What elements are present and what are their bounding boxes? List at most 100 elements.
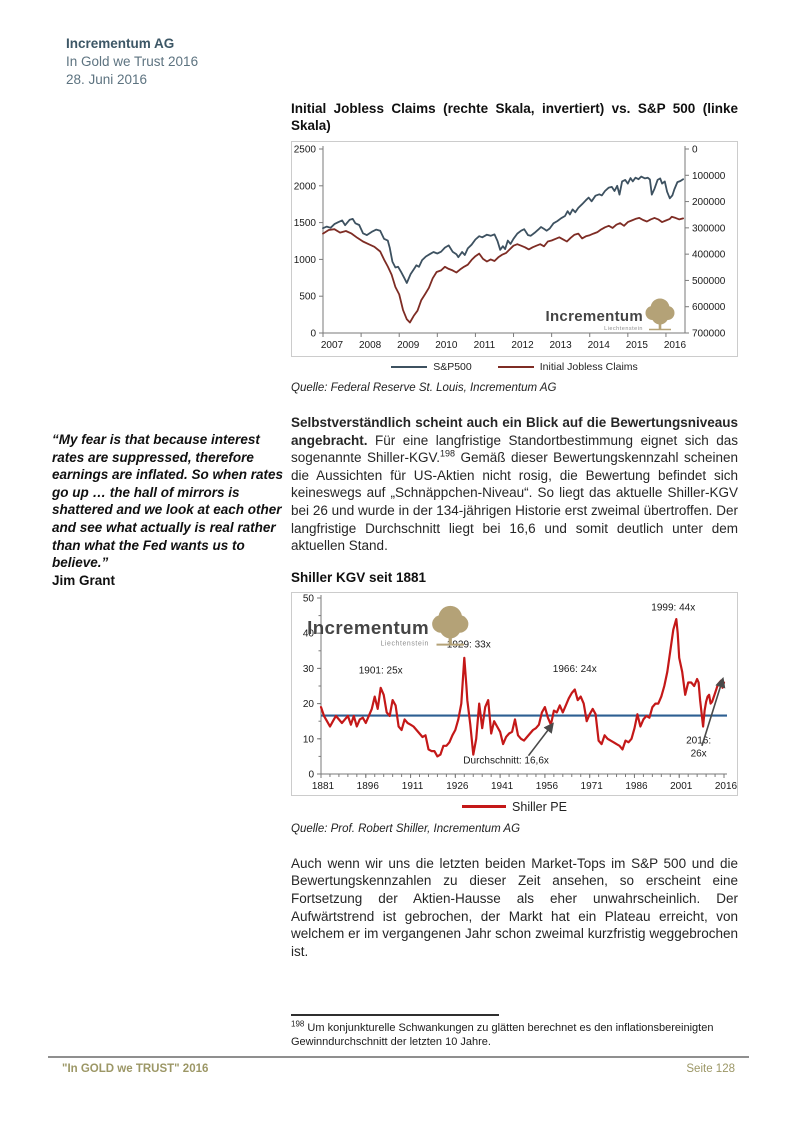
svg-text:1896: 1896 [357, 781, 380, 792]
page-header: Incrementum AG In Gold we Trust 2016 28.… [66, 35, 198, 89]
legend-item: S&P500 [391, 361, 472, 373]
svg-text:30: 30 [303, 664, 315, 675]
svg-text:1911: 1911 [402, 781, 424, 792]
svg-text:1500: 1500 [294, 218, 317, 229]
svg-text:700000: 700000 [692, 329, 726, 340]
annotation-arrow [701, 676, 726, 746]
svg-text:2012: 2012 [511, 340, 534, 351]
chart-annotation: 26x [691, 748, 707, 759]
chart-annotation: Durchschnitt: 16,6x [463, 755, 549, 766]
svg-text:100000: 100000 [692, 171, 726, 182]
svg-text:Liechtenstein: Liechtenstein [380, 640, 429, 647]
svg-text:1881: 1881 [312, 781, 335, 792]
svg-text:0: 0 [310, 329, 316, 340]
footer-report-name: "In GOLD we TRUST" 2016 [62, 1063, 209, 1075]
svg-text:2015: 2015 [626, 340, 649, 351]
jobless-claims-chart: 0 500 1000 1500 2000 2500 0 100000 200000 300000 4… [291, 141, 738, 357]
footnote-ref-198: 198 [440, 448, 456, 459]
chart-annotation: 1999: 44x [651, 602, 695, 613]
legend-label: Initial Jobless Claims [539, 361, 638, 373]
svg-text:2011: 2011 [474, 340, 496, 351]
svg-text:Incrementum: Incrementum [546, 308, 644, 325]
svg-text:Incrementum: Incrementum [307, 617, 429, 638]
paragraph-market-tops: Auch wenn wir uns die letzten beiden Mar… [291, 855, 738, 959]
paragraph-body-2: Gemäß dieser Bewertungskennzahl scheinen… [291, 450, 738, 554]
legend-label: S&P500 [433, 361, 472, 373]
page-footer: "In GOLD we TRUST" 2016 Seite 128 [48, 1056, 749, 1075]
footer-page-number: Seite 128 [686, 1063, 735, 1075]
svg-text:Liechtenstein: Liechtenstein [604, 326, 643, 332]
report-date: 28. Juni 2016 [66, 72, 148, 87]
paragraph-lead: Selbstverständlich scheint auch ein Blic… [291, 415, 738, 448]
sp500-vs-jobless-claims-chart: 0 500 1000 1500 2000 2500 0 100000 200000 300000 4… [291, 141, 738, 357]
svg-text:1926: 1926 [446, 781, 469, 792]
svg-text:600000: 600000 [692, 302, 726, 313]
series-initial-jobless-claims [322, 215, 685, 324]
pull-quote: “My fear is that because interest rates … [52, 431, 290, 589]
svg-text:2016: 2016 [664, 340, 687, 351]
tree-icon [645, 298, 675, 331]
report-title: In Gold we Trust 2016 [66, 54, 199, 69]
quote-author: Jim Grant [52, 572, 116, 588]
quote-text: “My fear is that because interest rates … [52, 432, 284, 571]
svg-text:2013: 2013 [550, 340, 573, 351]
legend-item: Initial Jobless Claims [497, 361, 638, 373]
chart1-source: Quelle: Federal Reserve St. Louis, Incre… [291, 382, 557, 394]
chart-annotation: 1901: 25x [359, 665, 403, 676]
svg-text:0: 0 [692, 145, 698, 156]
shiller-pe-chart: 0 10 20 30 40 50 1881 1896 1911 1926 1941 1956 1971 1… [291, 591, 738, 796]
legend-swatch [391, 365, 428, 369]
series-shiller-pe [319, 617, 726, 758]
incrementum-logo: Incrementum Liechtenstein [307, 605, 469, 647]
chart1-legend: S&P500 Initial Jobless Claims [291, 361, 738, 373]
svg-text:2001: 2001 [670, 781, 693, 792]
tree-icon [432, 605, 469, 646]
chart-annotation: 2016: [686, 735, 711, 746]
svg-text:200000: 200000 [692, 197, 726, 208]
paragraph-valuation: Selbstverständlich scheint auch ein Blic… [291, 414, 738, 555]
shiller-chart-title: Shiller KGV seit 1881 [291, 569, 427, 585]
svg-text:300000: 300000 [692, 223, 726, 234]
chart-annotation: 1966: 24x [553, 664, 597, 675]
company-name: Incrementum AG [66, 36, 175, 51]
svg-text:2009: 2009 [397, 340, 420, 351]
series-s-p500 [322, 175, 685, 284]
footnote-text: Um konjunkturelle Schwankungen zu glätte… [291, 1022, 714, 1048]
footnote-marker: 198 [291, 1019, 305, 1029]
svg-text:500000: 500000 [692, 276, 726, 287]
legend-swatch [462, 805, 507, 809]
legend-swatch [497, 365, 534, 369]
footnote-divider [291, 1014, 499, 1016]
svg-text:2000: 2000 [294, 181, 317, 192]
svg-text:1956: 1956 [536, 781, 559, 792]
legend-label: Shiller PE [512, 799, 567, 814]
svg-text:2010: 2010 [435, 340, 458, 351]
annotation-arrow [527, 722, 554, 756]
svg-text:20: 20 [303, 699, 315, 710]
svg-text:2014: 2014 [588, 340, 611, 351]
chart2-legend: Shiller PE [291, 800, 738, 814]
legend-item: Shiller PE [462, 800, 567, 814]
chart-border [291, 141, 738, 357]
shiller-chart: 0 10 20 30 40 50 1881 1896 1911 1926 1941 1956 1971 1… [291, 591, 738, 796]
svg-text:1986: 1986 [625, 781, 648, 792]
svg-text:2500: 2500 [294, 145, 317, 156]
footnote-block: 198 Um konjunkturelle Schwankungen zu gl… [291, 1014, 738, 1049]
chart2-source: Quelle: Prof. Robert Shiller, Incrementu… [291, 822, 521, 835]
svg-text:2007: 2007 [321, 340, 344, 351]
svg-text:2016: 2016 [715, 781, 738, 792]
main-column: Initial Jobless Claims (rechte Skala, in… [291, 100, 738, 960]
svg-text:2008: 2008 [359, 340, 382, 351]
svg-text:1971: 1971 [581, 781, 604, 792]
svg-text:500: 500 [299, 292, 316, 303]
footnote: 198 Um konjunkturelle Schwankungen zu gl… [291, 1019, 738, 1049]
svg-text:50: 50 [303, 593, 315, 604]
svg-text:1941: 1941 [491, 781, 514, 792]
jobless-claims-chart-title: Initial Jobless Claims (rechte Skala, in… [291, 101, 738, 133]
svg-text:0: 0 [308, 769, 314, 780]
svg-text:1000: 1000 [294, 255, 317, 266]
chart-annotation: 1929: 33x [447, 639, 491, 650]
svg-text:40: 40 [303, 628, 315, 639]
